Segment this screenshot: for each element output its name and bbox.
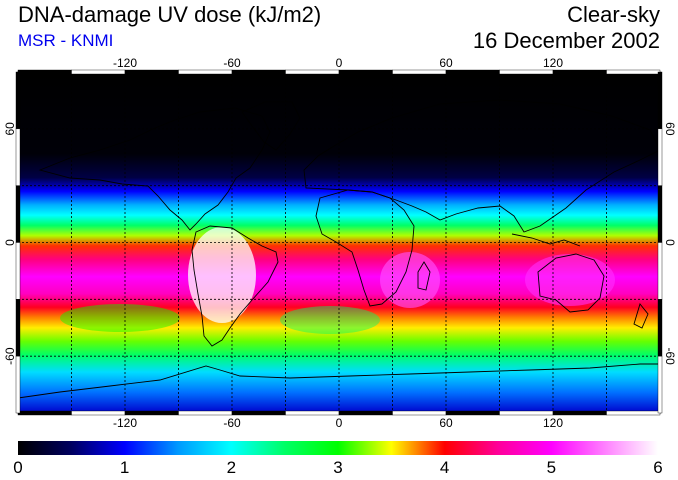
map-title: DNA-damage UV dose (kJ/m2): [18, 2, 322, 27]
coastline-madagascar: [417, 261, 431, 291]
frame-bar-bottom: [445, 410, 500, 416]
frame-bar-top: [17, 69, 72, 75]
coastlines: [18, 99, 660, 399]
frame-bar-right: [657, 185, 663, 243]
lon-tick-label-top: 0: [336, 56, 343, 70]
lon-tick-label-top: -60: [223, 56, 241, 70]
lon-tick-label-top: 120: [543, 56, 563, 70]
frame-bar-right: [657, 299, 663, 357]
frame-bar-left: [15, 71, 21, 130]
frame-bar-bottom: [499, 410, 554, 416]
southern-africa-high-dose-region: [380, 252, 440, 308]
frame-bar-left: [15, 185, 21, 243]
lon-tick-label-bottom: -120: [113, 416, 137, 430]
lat-tick-label-left: 60: [3, 122, 17, 136]
coastline-indonesia: [511, 233, 581, 247]
frame-bar-bottom: [71, 410, 126, 416]
andes-high-dose-region: [188, 227, 256, 323]
frame-scale-bars: [15, 69, 663, 416]
colorbar-label: 1: [119, 458, 130, 477]
map-graticule: [18, 72, 660, 413]
colorbar-label: 6: [653, 458, 663, 477]
frame-bar-bottom: [552, 410, 607, 416]
frame-bar-top: [71, 69, 126, 75]
frame-bar-right: [657, 355, 663, 414]
lat-tick-label-right: 60: [663, 122, 677, 136]
axis-ticks: -120 -120 -60 -60 0 0 60 60 120 120 60 60 0 0 -60 -60: [3, 56, 677, 430]
frame-bar-left: [15, 128, 21, 186]
frame-bar-bottom: [178, 410, 233, 416]
lon-tick-label-top: 60: [439, 56, 453, 70]
frame-bar-bottom: [17, 410, 72, 416]
lon-tick-label-bottom: 0: [336, 416, 343, 430]
frame-bar-right: [657, 242, 663, 300]
lon-tick-label-bottom: 60: [439, 416, 453, 430]
frame-bar-top: [499, 69, 554, 75]
coastline-north-america: [38, 107, 271, 231]
frame-bar-right: [657, 71, 663, 130]
lat-tick-label-left: -60: [3, 347, 17, 365]
frame-bar-top: [124, 69, 179, 75]
date-label: 16 December 2002: [472, 28, 660, 53]
colorbar-label: 0: [13, 458, 23, 477]
australia-high-dose-region: [525, 254, 615, 306]
coastline-greenland: [241, 101, 301, 151]
south-atlantic-region: [280, 306, 380, 334]
frame-bar-top: [445, 69, 500, 75]
frame-bar-bottom: [606, 410, 661, 416]
coastline-antarctica: [18, 363, 660, 399]
south-pacific-region: [60, 304, 180, 332]
frame-bar-top: [285, 69, 340, 75]
frame-bar-left: [15, 355, 21, 414]
frame-bar-bottom: [124, 410, 179, 416]
coastline-new-zealand: [633, 303, 649, 329]
colorbar-label: 2: [226, 458, 237, 477]
colorbar-label: 3: [333, 458, 343, 477]
coastline-australia: [537, 253, 605, 313]
frame-bar-bottom: [338, 410, 393, 416]
colorbar-label: 5: [546, 458, 557, 477]
frame-bar-bottom: [231, 410, 286, 416]
lon-tick-label-bottom: 120: [543, 416, 563, 430]
lat-tick-label-right: 0: [663, 239, 677, 246]
lon-tick-label-bottom: -60: [223, 416, 241, 430]
coastline-eurasia: [303, 99, 660, 233]
frame-bar-left: [15, 242, 21, 300]
frame-bar-top: [178, 69, 233, 75]
lat-tick-label-right: -60: [663, 347, 677, 365]
frame-bar-top: [552, 69, 607, 75]
frame-bar-top: [231, 69, 286, 75]
frame-bar-top: [606, 69, 661, 75]
sky-condition-label: Clear-sky: [567, 2, 660, 27]
colorbar-label: 4: [439, 458, 450, 477]
frame-bar-top: [392, 69, 447, 75]
source-label: MSR - KNMI: [18, 31, 114, 50]
frame-bar-top: [338, 69, 393, 75]
coastline-south-america: [191, 225, 279, 347]
frame-bar-bottom: [285, 410, 340, 416]
lon-tick-label-top: -120: [113, 56, 137, 70]
frame-bar-bottom: [392, 410, 447, 416]
lat-tick-label-left: 0: [3, 239, 17, 246]
frame-bar-right: [657, 128, 663, 186]
colorbar: [18, 441, 658, 455]
